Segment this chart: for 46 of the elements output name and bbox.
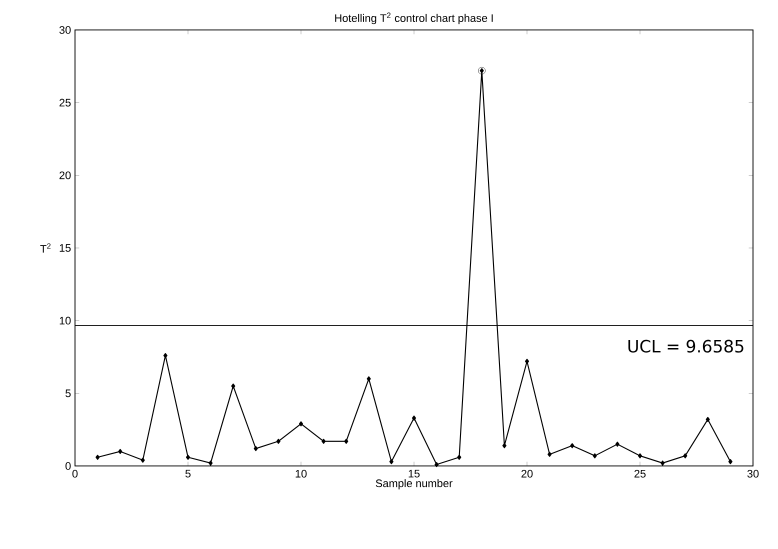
chart-title: Hotelling T$^{2}$ control chart phase I bbox=[335, 12, 493, 24]
point bbox=[208, 460, 213, 466]
x-tick-label: 30 bbox=[747, 470, 759, 478]
point bbox=[728, 459, 732, 464]
point bbox=[660, 460, 665, 466]
point bbox=[615, 442, 620, 447]
point bbox=[524, 358, 530, 364]
y-tick-label: 0 bbox=[65, 462, 71, 470]
y-tick-label: 25 bbox=[60, 98, 71, 107]
point bbox=[298, 421, 304, 426]
y-tick-label: 15 bbox=[60, 244, 71, 252]
point bbox=[434, 462, 439, 468]
y-tick-label: 30 bbox=[59, 26, 71, 34]
point bbox=[502, 443, 506, 448]
point bbox=[366, 376, 371, 382]
point bbox=[140, 458, 145, 463]
y-axis-title: T$^{2}$ bbox=[40, 243, 51, 253]
x-tick-label: 5 bbox=[185, 470, 191, 478]
legend-label: UCL = 9.6585 bbox=[628, 340, 744, 353]
point bbox=[96, 454, 100, 460]
x-tick-label: 25 bbox=[634, 470, 646, 478]
point bbox=[231, 384, 236, 389]
point bbox=[186, 454, 190, 460]
y-tick-label: 10 bbox=[60, 316, 71, 325]
x-tick-label: 10 bbox=[296, 470, 307, 478]
point bbox=[322, 438, 326, 444]
x-axis-title: Sample number bbox=[376, 479, 452, 490]
x-tick-label: 0 bbox=[72, 470, 78, 478]
y-tick-label: 5 bbox=[66, 390, 71, 398]
point bbox=[457, 454, 462, 460]
point bbox=[706, 416, 710, 422]
point bbox=[592, 453, 597, 458]
point bbox=[118, 448, 122, 454]
x-tick-label: 20 bbox=[521, 470, 533, 478]
point bbox=[548, 452, 552, 457]
point bbox=[276, 438, 280, 444]
point bbox=[344, 438, 348, 444]
point bbox=[389, 459, 394, 464]
y-tick-label: 20 bbox=[60, 171, 71, 180]
point bbox=[683, 453, 688, 458]
point bbox=[412, 415, 416, 421]
x-tick-label: 15 bbox=[408, 470, 420, 478]
point bbox=[570, 443, 574, 448]
point bbox=[163, 352, 168, 358]
point bbox=[254, 446, 258, 452]
point bbox=[638, 453, 642, 458]
